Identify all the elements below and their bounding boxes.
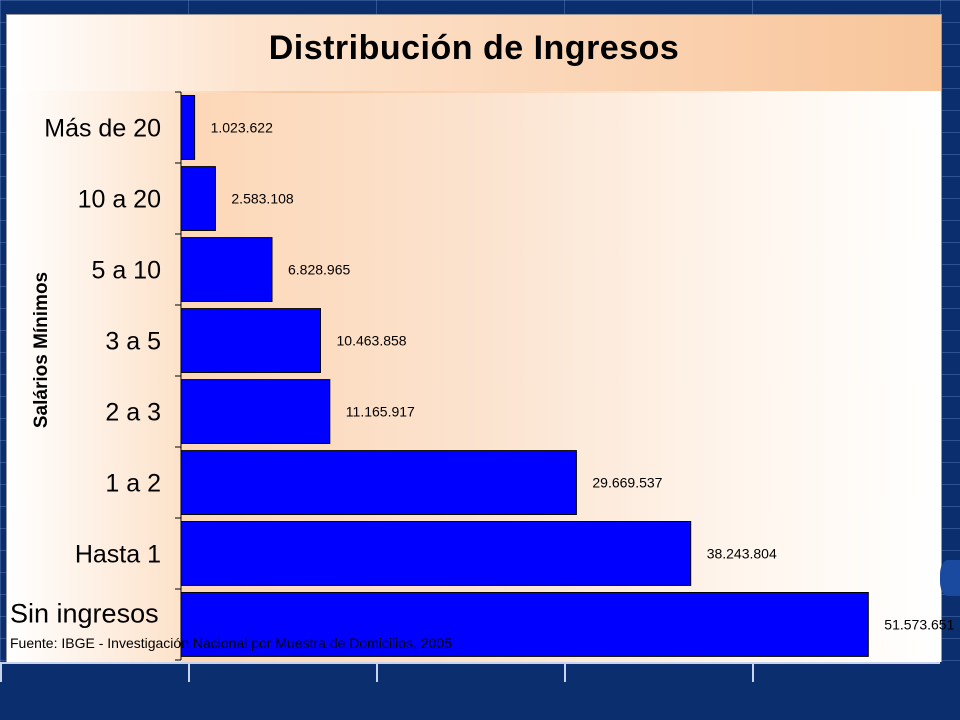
title-band (7, 15, 941, 91)
source-note: Fuente: IBGE - Investigación Nacional po… (10, 635, 452, 651)
value-label: 51.573.651 (884, 617, 954, 633)
bar (180, 379, 331, 445)
bottom-grid-cells (0, 662, 940, 682)
y-axis-label: Salários Mínimos (31, 272, 52, 428)
category-label: Hasta 1 (75, 541, 161, 569)
bar (180, 308, 321, 374)
value-label: 1.023.622 (211, 120, 273, 136)
slide-decoration (940, 560, 960, 596)
value-label: 2.583.108 (231, 191, 293, 207)
category-label: 3 a 5 (105, 328, 161, 356)
bar (180, 592, 869, 657)
category-label: Sin ingresos (10, 599, 159, 629)
category-label: Más de 20 (44, 115, 161, 143)
value-label: 11.165.917 (346, 404, 415, 420)
chart-title: Distribución de Ingresos (268, 29, 680, 67)
slide-bottom-strip (0, 662, 960, 720)
value-label: 6.828.965 (288, 262, 350, 278)
value-label: 29.669.537 (592, 475, 662, 491)
bar (180, 237, 273, 303)
value-label: 10.463.858 (337, 333, 407, 349)
bar (180, 521, 692, 586)
category-label: 1 a 2 (105, 470, 161, 498)
bar (180, 95, 196, 160)
bar (180, 450, 577, 516)
chart-panel: Distribución de Ingresos (6, 14, 942, 664)
value-label: 38.243.804 (707, 546, 777, 562)
category-label: 5 a 10 (91, 257, 161, 285)
bar (180, 166, 216, 232)
category-label: 10 a 20 (78, 186, 161, 214)
category-label: 2 a 3 (105, 399, 161, 427)
